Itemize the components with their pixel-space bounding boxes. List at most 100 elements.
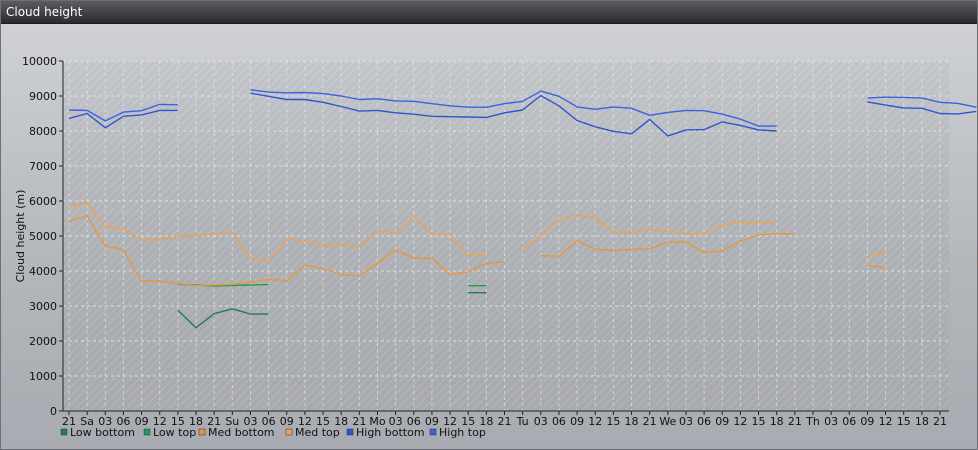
- x-tick-label: Tu: [516, 415, 529, 428]
- x-tick-label: 09: [860, 415, 874, 428]
- x-tick-label: 03: [98, 415, 112, 428]
- series-med-top: [68, 201, 977, 263]
- x-tick-label: 15: [171, 415, 185, 428]
- legend-item: Low top: [143, 426, 196, 439]
- y-tick-label: 3000: [29, 300, 57, 313]
- series-line: [68, 201, 487, 263]
- legend-item: High bottom: [346, 426, 425, 439]
- series-line: [250, 89, 777, 127]
- x-tick-label: 15: [752, 415, 766, 428]
- axes: 0 1000 2000 3000 4000 5000 6000 7000 8000 9000 100…: [22, 55, 949, 428]
- series-line: [867, 101, 977, 115]
- y-tick-label: 4000: [29, 265, 57, 278]
- y-axis-label: Cloud height (m): [14, 190, 27, 283]
- x-tick-label: 03: [824, 415, 838, 428]
- legend-item: High top: [429, 426, 486, 439]
- x-tick-label: 12: [153, 415, 167, 428]
- y-tick-label: 0: [50, 405, 57, 418]
- x-tick-label: 12: [879, 415, 893, 428]
- x-tick-label: 21: [643, 415, 657, 428]
- legend-swatch: [198, 428, 206, 436]
- legend: Low bottom Low top Med bottom Med top High b…: [60, 426, 486, 439]
- x-tick-label: 21: [933, 415, 947, 428]
- y-tick-label: 2000: [29, 335, 57, 348]
- x-tick-label: 06: [697, 415, 711, 428]
- legend-swatch: [60, 428, 68, 436]
- series-line: [68, 103, 178, 122]
- series-line: [68, 214, 505, 287]
- y-tick-label: 5000: [29, 230, 57, 243]
- x-tick-label: 15: [461, 415, 475, 428]
- x-tick-label: 03: [389, 415, 403, 428]
- x-tick-label: 12: [298, 415, 312, 428]
- x-tick-label: 09: [715, 415, 729, 428]
- legend-swatch: [346, 428, 354, 436]
- legend-label: Low bottom: [70, 426, 135, 439]
- x-tick-label: Mo: [369, 415, 385, 428]
- x-tick-label: 03: [243, 415, 257, 428]
- series-line: [522, 214, 777, 251]
- x-tick-label: 15: [606, 415, 620, 428]
- x-tick-label: 09: [425, 415, 439, 428]
- legend-label: Med top: [295, 426, 340, 439]
- y-tick-label: 9000: [29, 90, 57, 103]
- x-tick-label: 18: [334, 415, 348, 428]
- y-tick-label: 7000: [29, 160, 57, 173]
- series-high-bottom: [68, 92, 977, 137]
- x-tick-label: 18: [770, 415, 784, 428]
- y-tick-label: 10000: [22, 55, 57, 68]
- window-title: Cloud height: [6, 5, 83, 19]
- x-tick-label: 09: [280, 415, 294, 428]
- series-line: [250, 92, 777, 137]
- legend-swatch: [143, 428, 151, 436]
- series-low-bottom: [177, 292, 487, 329]
- x-tick-label: We: [659, 415, 676, 428]
- x-tick-label: 09: [570, 415, 584, 428]
- x-tick-label: 03: [679, 415, 693, 428]
- series-line: [976, 250, 977, 252]
- series-line: [867, 252, 886, 258]
- x-tick-label: 21: [498, 415, 512, 428]
- x-tick-label: 21: [352, 415, 366, 428]
- series-line: [867, 96, 977, 108]
- x-tick-label: 18: [189, 415, 203, 428]
- x-tick-label: 18: [625, 415, 639, 428]
- x-tick-label: 12: [733, 415, 747, 428]
- x-tick-label: 09: [135, 415, 149, 428]
- series-line: [177, 308, 269, 329]
- x-tick-label: 21: [788, 415, 802, 428]
- y-tick-label: 6000: [29, 195, 57, 208]
- x-tick-label: 06: [116, 415, 130, 428]
- title-bar: Cloud height: [1, 1, 977, 24]
- legend-label: High bottom: [356, 426, 425, 439]
- x-tick-label: 18: [915, 415, 929, 428]
- series-line: [68, 109, 178, 129]
- legend-item: Med bottom: [198, 426, 275, 439]
- legend-label: Low top: [153, 426, 196, 439]
- x-tick-label: Th: [805, 415, 820, 428]
- series-med-bottom: [68, 214, 977, 287]
- x-tick-label: 15: [316, 415, 330, 428]
- y-tick-label: 8000: [29, 125, 57, 138]
- x-tick-label: 03: [534, 415, 548, 428]
- series-line: [540, 232, 795, 258]
- x-tick-label: 06: [552, 415, 566, 428]
- x-tick-label: 06: [842, 415, 856, 428]
- x-tick-label: 18: [479, 415, 493, 428]
- cloud-height-chart: 0 1000 2000 3000 4000 5000 6000 7000 8000 9000 100…: [14, 55, 977, 439]
- x-tick-label: 12: [443, 415, 457, 428]
- y-tick-label: 1000: [29, 370, 57, 383]
- series-lines: [68, 89, 977, 329]
- legend-label: Med bottom: [208, 426, 275, 439]
- x-tick-label: 12: [588, 415, 602, 428]
- x-tick-label: 21: [207, 415, 221, 428]
- legend-swatch: [429, 428, 437, 436]
- x-tick-label: 06: [407, 415, 421, 428]
- series-line: [867, 264, 886, 269]
- x-tick-label: 06: [262, 415, 276, 428]
- legend-label: High top: [439, 426, 486, 439]
- series-high-top: [68, 89, 977, 127]
- grid-lines: [63, 60, 949, 411]
- x-tick-label: 15: [897, 415, 911, 428]
